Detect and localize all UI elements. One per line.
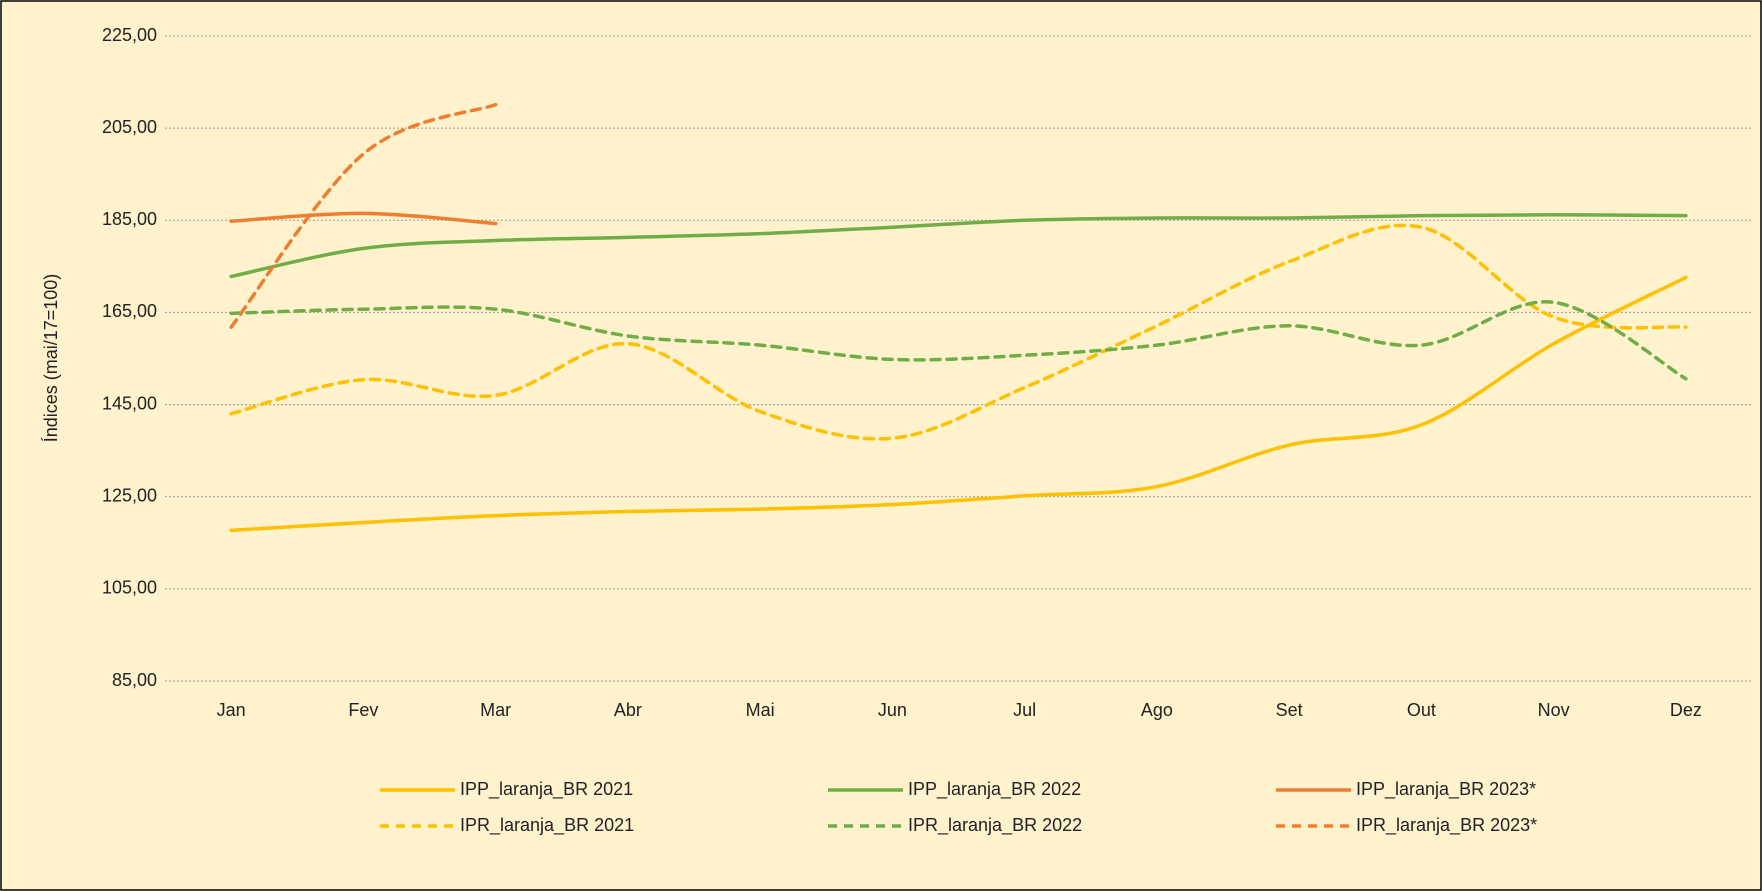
y-tick-label: 105,00: [102, 578, 157, 598]
y-tick-label: 205,00: [102, 117, 157, 137]
x-tick-label: Jan: [217, 700, 246, 720]
y-axis-title: Índices (mai/17=100): [41, 274, 61, 443]
x-tick-label: Set: [1276, 700, 1303, 720]
series-line: [229, 275, 1688, 533]
y-tick-label: 85,00: [112, 670, 157, 690]
x-tick-label: Abr: [614, 700, 642, 720]
legend-label: IPR_laranja_BR 2022: [908, 815, 1082, 836]
series-line: [229, 223, 1688, 441]
x-tick-label: Dez: [1670, 700, 1702, 720]
x-tick-label: Mar: [480, 700, 511, 720]
y-tick-label: 185,00: [102, 209, 157, 229]
y-tick-label: 145,00: [102, 393, 157, 413]
x-tick-label: Fev: [348, 700, 378, 720]
y-tick-label: 125,00: [102, 485, 157, 505]
x-tick-label: Jul: [1013, 700, 1036, 720]
x-tick-label: Nov: [1538, 700, 1570, 720]
legend-label: IPP_laranja_BR 2022: [908, 779, 1081, 800]
y-tick-label: 165,00: [102, 301, 157, 321]
x-tick-label: Ago: [1141, 700, 1173, 720]
x-tick-label: Mai: [746, 700, 775, 720]
series-line: [229, 102, 498, 329]
x-tick-label: Jun: [878, 700, 907, 720]
legend-label: IPR_laranja_BR 2021: [460, 815, 634, 836]
x-tick-label: Out: [1407, 700, 1436, 720]
y-tick-label: 225,00: [102, 25, 157, 45]
series-line: [229, 213, 1688, 279]
series-line: [229, 211, 498, 226]
legend-label: IPP_laranja_BR 2023*: [1356, 779, 1536, 800]
legend-label: IPR_laranja_BR 2023*: [1356, 815, 1537, 836]
series-line: [229, 300, 1688, 381]
legend-label: IPP_laranja_BR 2021: [460, 779, 633, 800]
